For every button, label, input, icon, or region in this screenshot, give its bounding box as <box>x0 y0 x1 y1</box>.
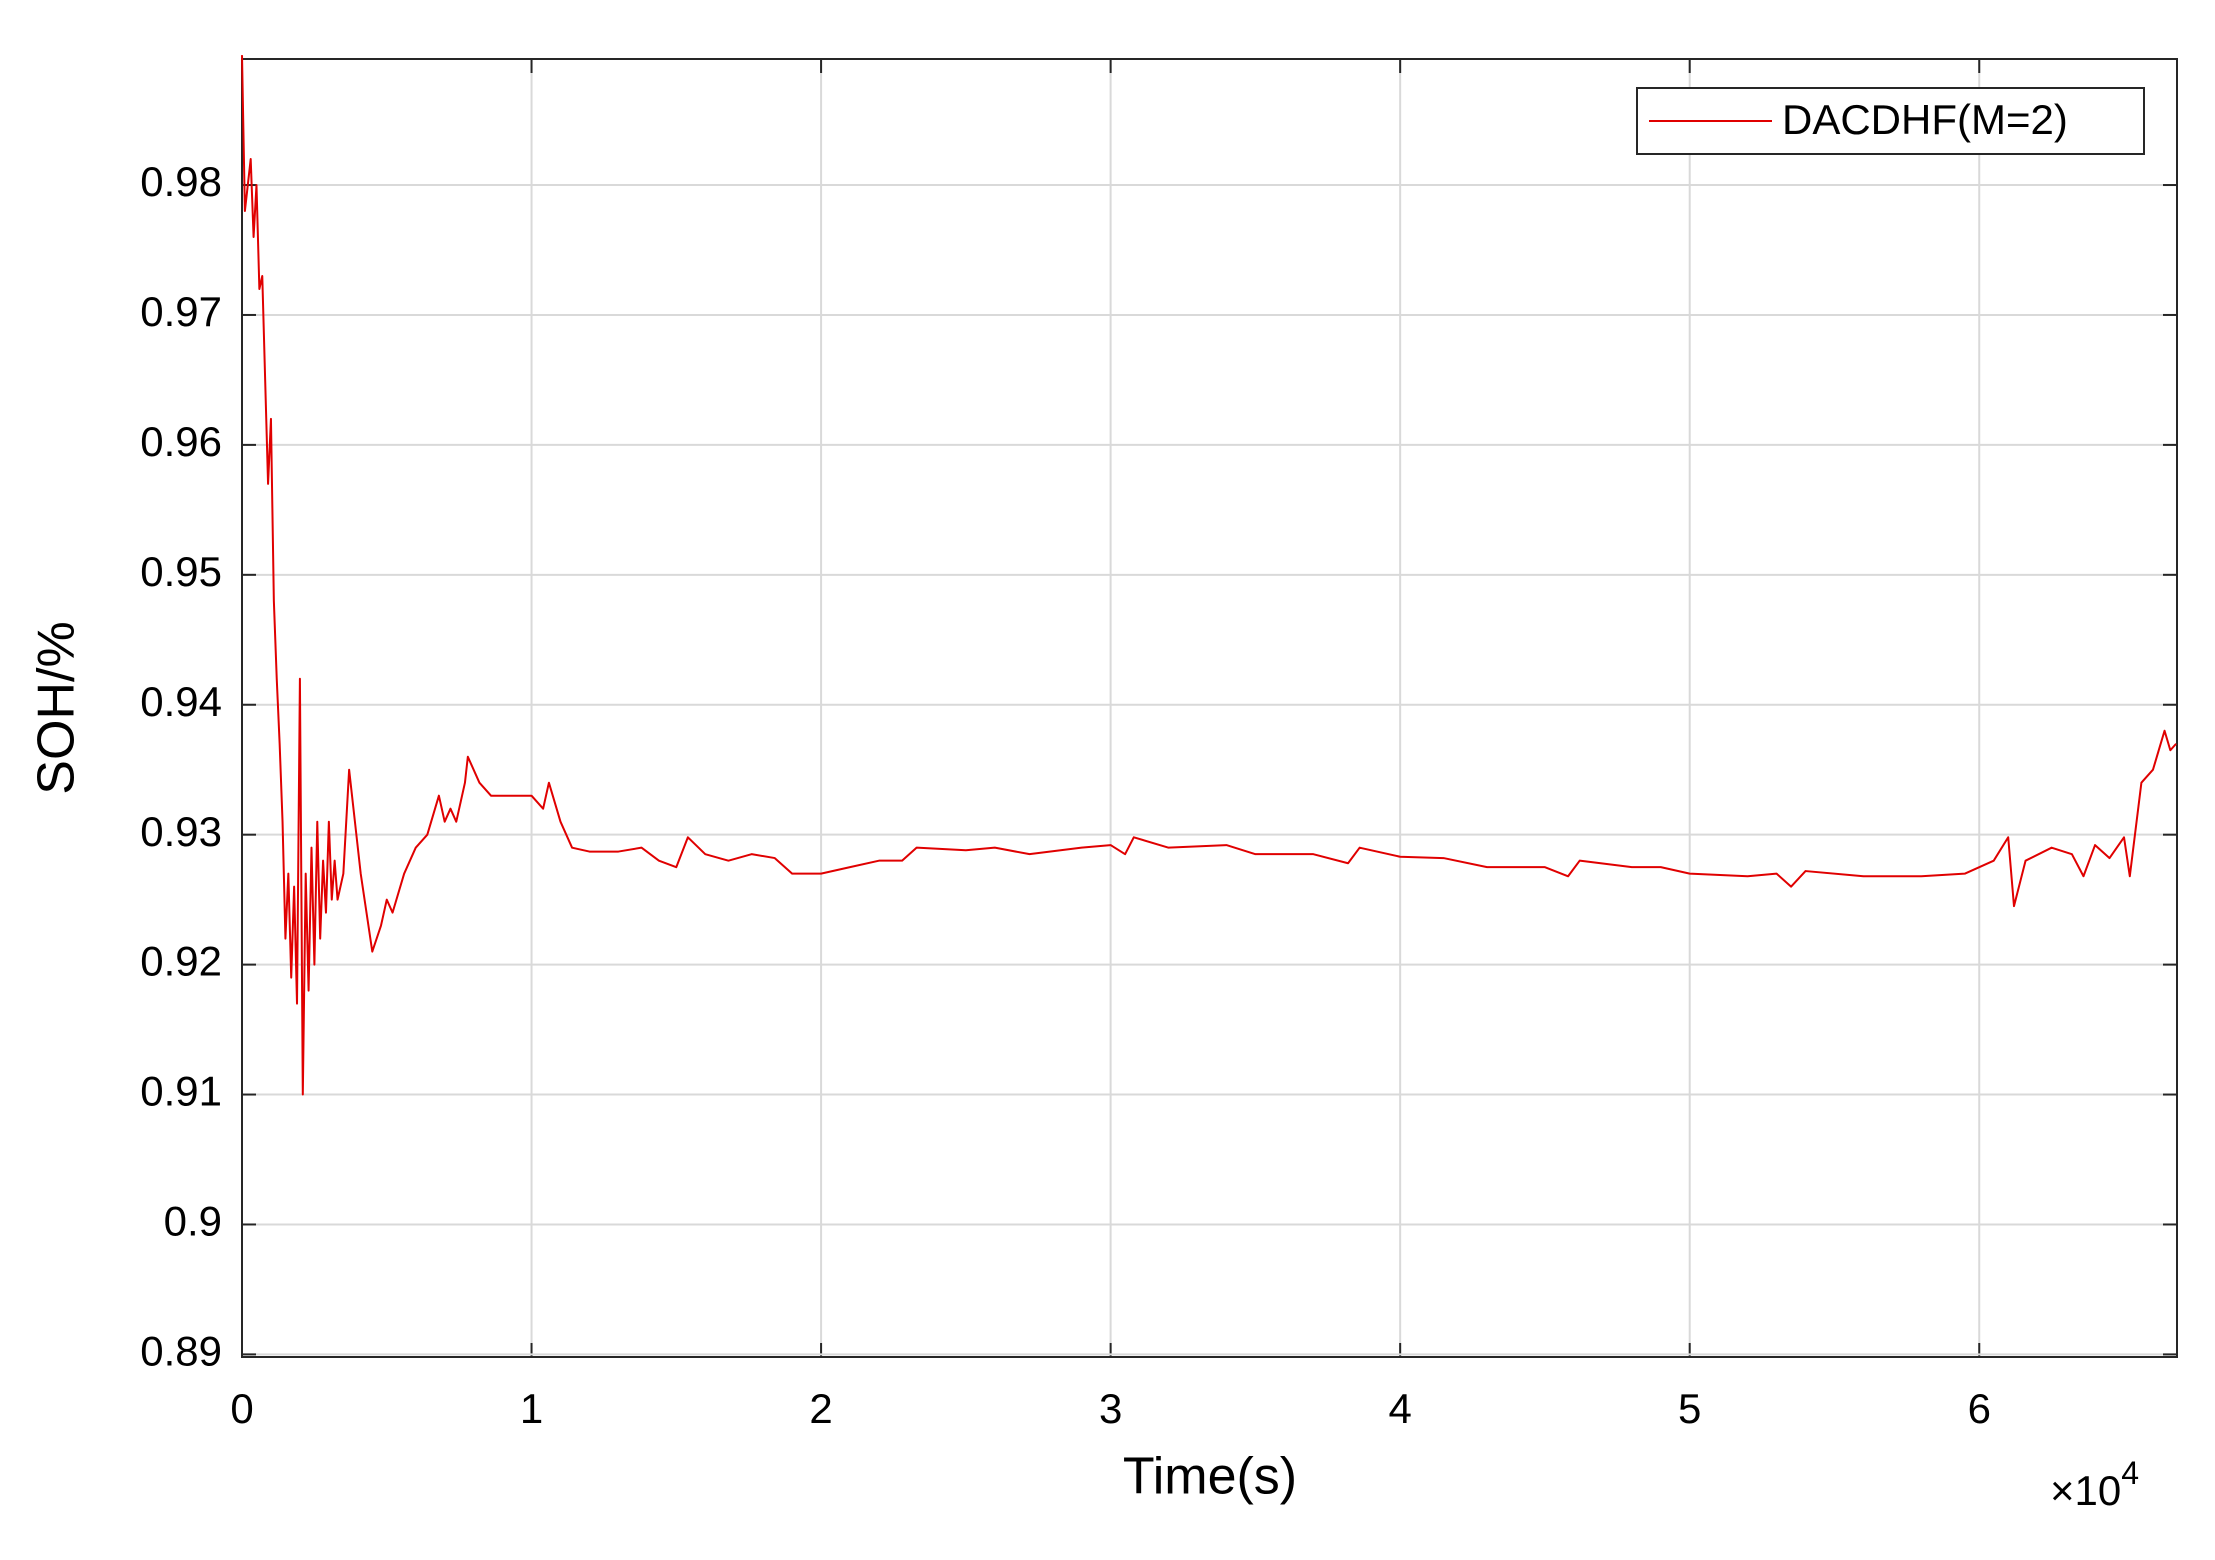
x-tick-label: 1 <box>520 1385 543 1432</box>
x-tick-label: 3 <box>1099 1385 1122 1432</box>
plot-area <box>242 59 2177 1357</box>
y-tick-label: 0.93 <box>140 808 222 855</box>
x-axis-label: Time(s) <box>1123 1448 1297 1506</box>
y-tick-label: 0.98 <box>140 158 222 205</box>
data-line <box>241 55 2177 1096</box>
x-multiplier-exponent: 4 <box>2121 1455 2139 1491</box>
legend-label: DACDHF(M=2) <box>1782 96 2068 143</box>
y-tick-label: 0.96 <box>140 418 222 465</box>
y-tick-label: 0.94 <box>140 678 222 725</box>
y-tick-label: 0.9 <box>164 1198 222 1245</box>
x-tick-label: 2 <box>809 1385 832 1432</box>
x-tick-label: 5 <box>1678 1385 1701 1432</box>
x-multiplier: ×104 <box>2050 1455 2139 1514</box>
x-tick-label: 4 <box>1388 1385 1411 1432</box>
y-tick-label: 0.92 <box>140 938 222 985</box>
y-tick-label: 0.97 <box>140 288 222 335</box>
x-tick-label: 6 <box>1968 1385 1991 1432</box>
y-axis-label: SOH/% <box>28 621 86 794</box>
y-tick-label: 0.91 <box>140 1068 222 1115</box>
x-multiplier-base: ×10 <box>2050 1467 2121 1514</box>
y-tick-label: 0.89 <box>140 1327 222 1374</box>
y-tick-label: 0.95 <box>140 548 222 595</box>
axes-box <box>241 58 2178 1358</box>
x-tick-label: 0 <box>230 1385 253 1432</box>
